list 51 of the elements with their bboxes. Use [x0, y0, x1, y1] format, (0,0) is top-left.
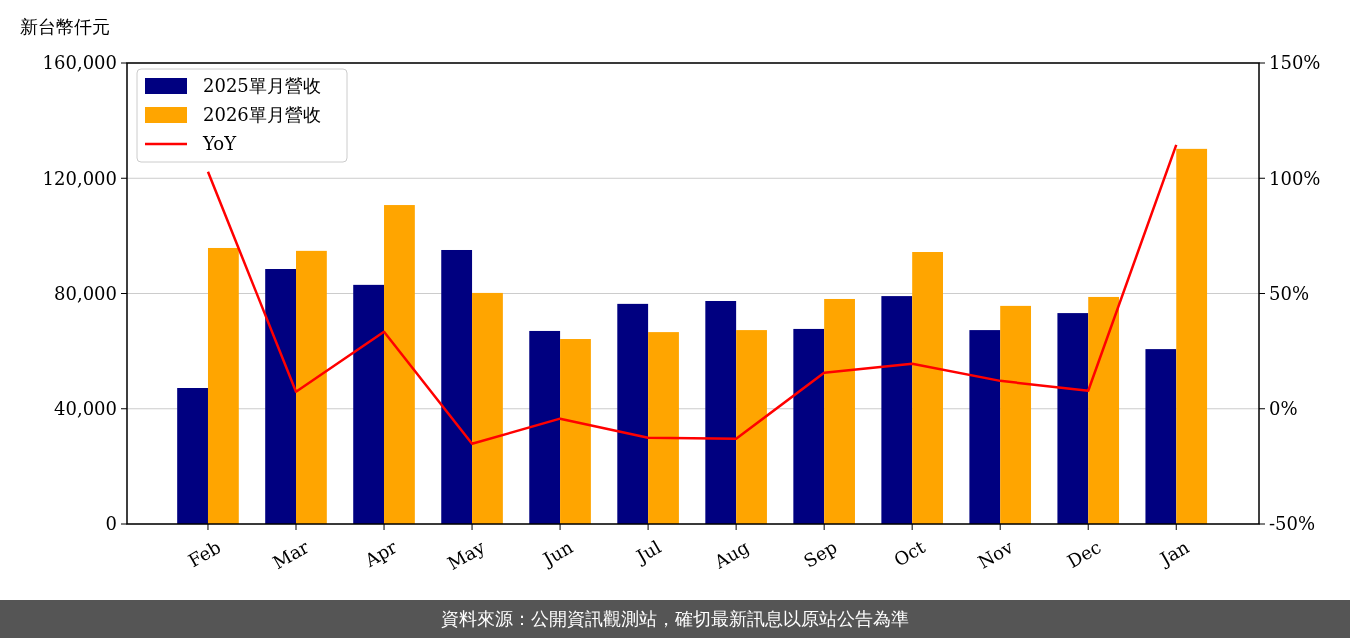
- legend-label: YoY: [202, 133, 238, 155]
- bar: [617, 303, 649, 524]
- y2-tick-label: 100%: [1269, 167, 1321, 189]
- bar: [529, 330, 561, 524]
- bar: [705, 300, 737, 524]
- bar: [824, 298, 855, 524]
- bar: [265, 269, 297, 524]
- x-tick-label: Feb: [184, 536, 225, 572]
- y2-tick-label: 150%: [1269, 52, 1321, 74]
- bar: [912, 252, 943, 524]
- bar: [1145, 349, 1177, 524]
- y-tick-label: 40,000: [54, 398, 117, 420]
- bar: [648, 332, 679, 524]
- bar: [472, 292, 503, 524]
- bar: [207, 247, 239, 524]
- y-tick-label: 160,000: [42, 52, 117, 74]
- x-tick-label: Apr: [360, 536, 401, 572]
- bar: [384, 205, 415, 524]
- bar: [1057, 313, 1089, 524]
- x-tick-label: Nov: [974, 535, 1018, 573]
- legend-label: 2025單月營收: [203, 75, 321, 97]
- x-tick-label: Jun: [537, 535, 577, 571]
- bar: [177, 388, 208, 524]
- bar: [353, 284, 385, 524]
- y-tick-label: 0: [105, 513, 117, 535]
- x-tick-label: Oct: [890, 535, 930, 571]
- bar: [441, 249, 473, 524]
- bar: [881, 296, 913, 524]
- y2-tick-label: 0%: [1269, 398, 1298, 420]
- x-tick-label: Mar: [269, 536, 313, 574]
- y2-tick-label: -50%: [1269, 513, 1316, 535]
- bar: [793, 328, 825, 524]
- bar: [1176, 148, 1208, 524]
- x-tick-label: Sep: [800, 536, 841, 572]
- x-tick-label: Jan: [1154, 535, 1193, 571]
- y-tick-label: 80,000: [54, 282, 117, 304]
- x-tick-label: Jul: [630, 536, 665, 568]
- y-axis-title: 新台幣仟元: [20, 16, 110, 37]
- legend-label: 2026單月營收: [203, 104, 321, 126]
- bar: [296, 250, 327, 524]
- bar: [736, 330, 767, 524]
- y-tick-label: 120,000: [42, 167, 117, 189]
- x-tick-label: May: [443, 535, 490, 575]
- x-tick-label: Dec: [1063, 536, 1105, 572]
- bar: [969, 330, 1001, 524]
- source-note: 資料來源：公開資訊觀測站，確切最新訊息以原站公告為準: [441, 608, 909, 630]
- y2-tick-label: 50%: [1269, 282, 1310, 304]
- bar: [1000, 305, 1032, 524]
- x-tick-label: Aug: [709, 536, 753, 573]
- bar: [560, 339, 591, 524]
- bar: [1088, 296, 1120, 524]
